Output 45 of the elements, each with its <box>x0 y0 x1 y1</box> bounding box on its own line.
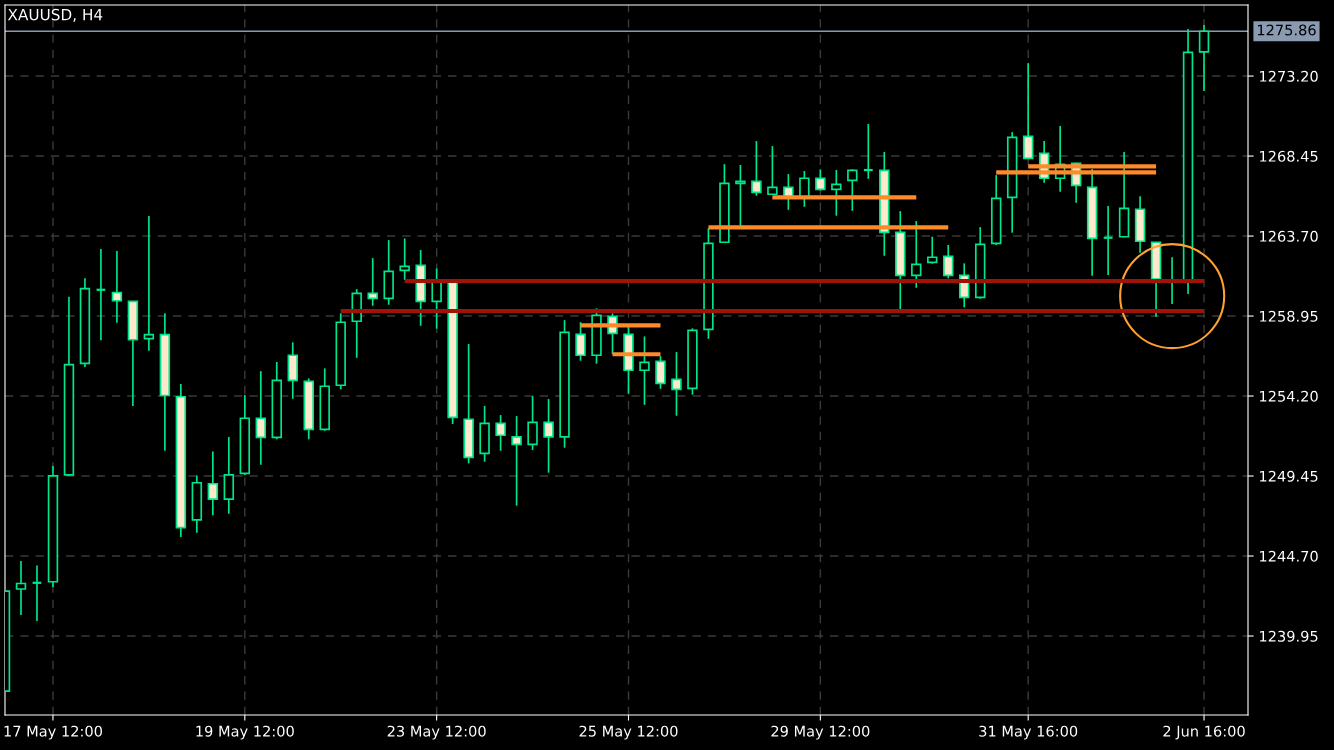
candlestick <box>799 170 810 208</box>
candlestick <box>15 560 27 616</box>
candlestick <box>111 250 123 324</box>
x-tick-label: 17 May 12:00 <box>4 725 102 740</box>
x-tick-label: 2 Jun 16:00 <box>1163 725 1245 740</box>
candlestick <box>831 169 842 217</box>
candlestick <box>1198 24 1210 92</box>
candlestick <box>207 450 219 517</box>
candlestick <box>671 351 682 417</box>
candlestick <box>943 244 954 280</box>
y-tick-label: 1249.45 <box>1260 470 1318 482</box>
candlestick <box>1102 205 1114 276</box>
candlestick <box>431 267 442 330</box>
candlestick <box>751 140 762 197</box>
y-tick-label: 1258.95 <box>1260 310 1318 322</box>
y-tick-label: 1254.20 <box>1260 390 1318 402</box>
candlestick <box>767 145 778 196</box>
x-tick-label: 23 May 12:00 <box>387 725 486 740</box>
candlestick <box>735 164 746 228</box>
y-tick-label: 1239.95 <box>1260 630 1318 642</box>
candlestick <box>862 123 874 180</box>
chart-title: XAUUSD, H4 <box>7 8 103 22</box>
candlestick <box>927 235 938 265</box>
candlestick <box>847 168 858 212</box>
y-tick-label: 1273.20 <box>1260 70 1318 82</box>
candlestick <box>911 220 922 289</box>
x-tick-label: 31 May 16:00 <box>979 725 1078 740</box>
candlestick <box>495 414 506 452</box>
y-tick-label: 1268.45 <box>1260 150 1318 162</box>
y-tick-label: 1263.70 <box>1260 230 1318 242</box>
candlestick <box>527 395 538 451</box>
candlestick <box>399 237 410 281</box>
candlestick <box>543 398 554 474</box>
x-tick-label: 25 May 12:00 <box>579 725 678 740</box>
candlestick <box>511 415 522 507</box>
candlestick <box>1022 62 1034 160</box>
candlestick <box>367 257 378 307</box>
ref-line-label: 1275.86 <box>1257 24 1316 36</box>
candlestick <box>639 335 650 406</box>
candlestick <box>575 321 586 362</box>
x-tick-label: 19 May 12:00 <box>196 725 294 740</box>
candlestick <box>655 355 666 390</box>
candlestick <box>255 370 267 466</box>
y-tick-label: 1244.70 <box>1260 550 1318 562</box>
x-tick-label: 29 May 12:00 <box>771 725 870 740</box>
